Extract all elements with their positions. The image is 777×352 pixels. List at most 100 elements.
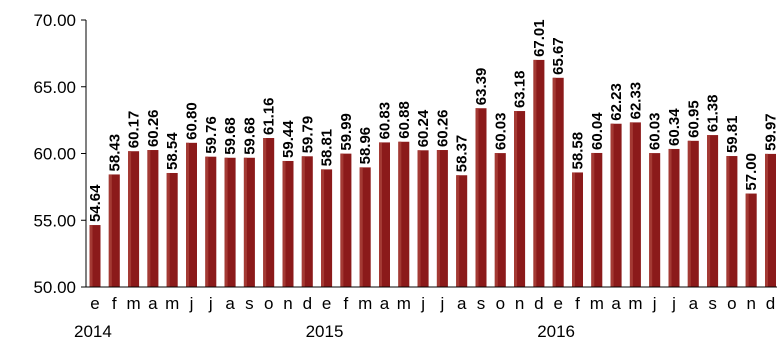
data-label: 67.01 <box>531 19 548 57</box>
bar <box>533 59 545 287</box>
bar <box>282 160 294 287</box>
data-label: 59.44 <box>280 120 297 158</box>
bar-highlight <box>340 153 344 287</box>
bar <box>591 152 603 287</box>
x-tick-label: j <box>208 294 213 313</box>
x-tick-label: n <box>746 294 755 313</box>
bar <box>475 108 487 287</box>
bar-highlight <box>514 111 518 287</box>
data-label: 59.79 <box>299 116 316 154</box>
bar-highlight <box>321 169 325 287</box>
x-tick-label: s <box>245 294 254 313</box>
data-label: 63.18 <box>512 71 529 109</box>
bar-highlight <box>359 167 363 287</box>
bar-highlight <box>243 157 247 287</box>
bar <box>514 111 526 287</box>
bar-highlight <box>533 59 537 287</box>
bar-highlight <box>668 148 672 287</box>
x-tick-label: j <box>652 294 657 313</box>
year-label: 2016 <box>537 322 575 341</box>
x-tick-label: m <box>127 294 141 313</box>
bar <box>340 153 352 287</box>
bar <box>726 156 738 287</box>
bar-highlight <box>205 156 209 287</box>
bar <box>224 157 236 287</box>
data-label: 60.83 <box>377 102 394 140</box>
bar <box>205 156 217 287</box>
y-tick-label: 50.00 <box>33 278 76 297</box>
data-label: 54.64 <box>87 184 104 222</box>
bar <box>417 150 429 287</box>
bar <box>494 153 506 287</box>
bar <box>263 138 275 287</box>
bar-highlight <box>89 225 93 287</box>
bar-highlight <box>552 77 556 287</box>
bar <box>629 122 641 287</box>
bar <box>668 148 680 287</box>
x-tick-label: m <box>590 294 604 313</box>
y-tick-label: 65.00 <box>33 78 76 97</box>
year-label: 2015 <box>306 322 344 341</box>
bar-highlight <box>726 156 730 287</box>
x-tick-label: s <box>477 294 486 313</box>
bar <box>166 172 178 287</box>
data-label: 60.17 <box>126 111 143 149</box>
data-label: 59.97 <box>763 113 777 151</box>
year-label: 2014 <box>74 322 112 341</box>
bar <box>147 150 159 287</box>
bar <box>649 153 661 287</box>
bar <box>456 175 468 287</box>
x-tick-label: d <box>534 294 543 313</box>
data-label: 59.76 <box>203 116 220 154</box>
bar-highlight <box>301 156 305 287</box>
bar <box>301 156 313 287</box>
bar <box>379 142 390 287</box>
bar <box>243 157 255 287</box>
bar <box>436 150 448 287</box>
bar-highlight <box>649 153 653 287</box>
data-label: 63.39 <box>473 68 490 106</box>
bar <box>765 153 776 287</box>
bar-highlight <box>263 138 267 287</box>
data-label: 58.54 <box>164 132 181 170</box>
x-axis: e f m a m j j a s o n d e f m a m j j a s o n d e f m a m j j a s o n d2014… <box>74 286 777 341</box>
bar-highlight <box>224 157 228 287</box>
data-label: 62.23 <box>608 83 625 121</box>
bar <box>89 225 101 287</box>
x-tick-label: f <box>112 294 117 313</box>
bar-highlight <box>417 150 421 287</box>
data-label: 59.99 <box>338 113 355 151</box>
data-label: 58.81 <box>319 129 336 167</box>
data-label: 60.24 <box>415 109 432 147</box>
data-label: 58.37 <box>454 135 471 173</box>
y-tick-label: 70.00 <box>33 11 76 30</box>
bar <box>398 141 410 287</box>
data-label: 60.03 <box>647 113 664 151</box>
x-tick-label: a <box>689 294 699 313</box>
data-label: 58.58 <box>570 132 587 170</box>
bar-highlight <box>591 152 595 287</box>
data-label: 60.26 <box>145 109 162 147</box>
bar <box>687 140 699 287</box>
data-label: 65.67 <box>550 37 567 75</box>
data-label: 59.68 <box>222 117 239 155</box>
data-label: 60.88 <box>396 101 413 139</box>
data-label: 62.33 <box>627 82 644 120</box>
bar <box>552 77 564 287</box>
x-tick-label: j <box>420 294 425 313</box>
bar-highlight <box>147 150 151 287</box>
x-tick-label: a <box>457 294 467 313</box>
bar-highlight <box>707 135 711 287</box>
y-axis: 50.00 55.00 60.00 65.00 70.00 <box>33 11 87 297</box>
bar-series <box>89 59 776 288</box>
x-tick-label: a <box>148 294 158 313</box>
bar-highlight <box>765 153 768 287</box>
bar <box>745 193 757 287</box>
data-label: 60.80 <box>184 102 201 140</box>
bar-highlight <box>572 172 575 287</box>
x-tick-label: e <box>553 294 562 313</box>
y-tick-label: 60.00 <box>33 145 76 164</box>
bar-highlight <box>687 140 691 287</box>
bar-highlight <box>108 174 112 287</box>
